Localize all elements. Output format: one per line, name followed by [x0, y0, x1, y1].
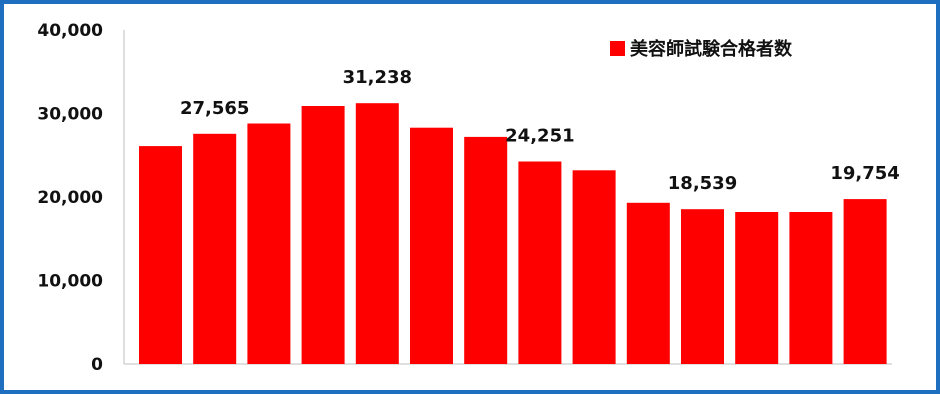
- y-tick-label: 0: [91, 355, 103, 375]
- y-tick-label: 30,000: [37, 105, 103, 125]
- bar: [843, 199, 887, 364]
- data-label: 24,251: [505, 126, 574, 147]
- bar: [139, 146, 182, 364]
- y-tick-label: 40,000: [37, 21, 103, 41]
- bar: [626, 202, 670, 364]
- bar-series: [139, 103, 887, 364]
- legend-label: 美容師試験合格者数: [630, 38, 793, 60]
- bar: [681, 209, 724, 364]
- bar: [464, 136, 508, 364]
- legend-swatch: [610, 41, 625, 56]
- y-tick-label: 10,000: [37, 272, 103, 292]
- y-tick-labels: 0 10,000 20,000 30,000 40,000: [37, 21, 103, 375]
- bar: [735, 212, 779, 364]
- data-labels: 27,565 31,238 24,251 18,539 19,754: [180, 67, 900, 194]
- bar: [301, 106, 345, 364]
- bar: [572, 170, 616, 364]
- legend: 美容師試験合格者数: [610, 38, 793, 60]
- bar: [789, 212, 833, 364]
- data-label: 18,539: [668, 173, 737, 194]
- data-label: 31,238: [343, 67, 412, 88]
- bar: [518, 161, 562, 364]
- bar: [193, 133, 237, 364]
- bar: [410, 127, 453, 364]
- data-label: 19,754: [830, 163, 899, 184]
- y-tick-label: 20,000: [37, 188, 103, 208]
- data-label: 27,565: [180, 98, 249, 119]
- bar: [247, 123, 291, 364]
- bar: [355, 103, 399, 364]
